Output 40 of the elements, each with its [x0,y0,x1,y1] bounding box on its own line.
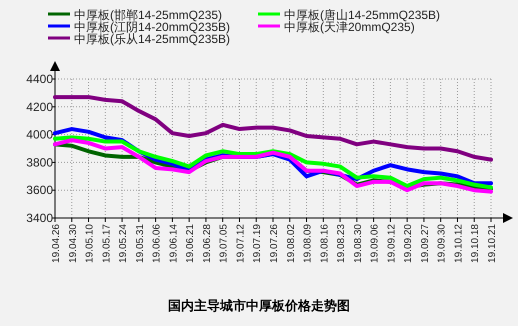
x-tick-label: 19.05.10 [84,224,96,263]
x-tick-label: 19.07.26 [269,224,280,263]
x-tick-label: 19.07.19 [252,224,264,263]
x-tick-label: 19.05.24 [118,224,130,263]
x-tick-label: 19.06.28 [202,224,213,263]
x-tick-label: 19.09.30 [436,224,448,263]
x-tick-label: 19.08.30 [352,224,364,263]
legend-label: 中厚板(天津20mmQ235) [284,20,415,34]
y-tick-label: 4000 [26,128,54,142]
legend-label: 中厚板(唐山14-25mmQ235B) [284,8,440,22]
x-tick-label: 19.09.20 [403,224,414,263]
x-tick-label: 19.06.14 [168,224,180,263]
x-tick-label: 19.05.17 [101,224,112,263]
y-tick-label: 4200 [26,100,54,114]
x-tick-label: 19.06.06 [152,224,163,263]
x-tick-label: 19.07.12 [235,224,246,263]
x-tick-label: 19.10.12 [453,224,464,263]
legend-label: 中厚板(邯郸14-25mmQ235) [74,8,222,22]
x-tick-label: 19.04.30 [68,224,79,263]
x-tick-label: 19.10.18 [470,224,482,263]
y-tick-label: 3400 [26,211,54,225]
x-tick-label: 19.08.16 [319,224,330,263]
legend-label: 中厚板(江阴14-20mmQ235B) [74,20,230,34]
y-tick-label: 3600 [26,183,54,198]
x-tick-label: 19.08.23 [336,224,348,263]
x-tick-label: 19.09.12 [386,224,398,263]
x-tick-label: 19.06.21 [185,224,196,263]
x-tick-label: 19.10.21 [487,224,498,263]
x-tick-label: 19.08.02 [286,224,297,263]
x-tick-label: 19.05.31 [134,224,146,263]
x-tick-label: 19.09.27 [420,224,431,263]
line-series [53,95,493,162]
x-tick-label: 19.09.06 [370,224,381,263]
x-tick-label: 19.07.05 [218,224,230,263]
y-tick-label: 3800 [26,155,54,170]
text: 国内主导城市中厚板价格走势图 [168,298,350,313]
legend-label: 中厚板(乐从14-25mmQ235B) [74,32,230,46]
x-tick-label: 19.08.09 [302,224,314,263]
y-tick-label: 4400 [26,72,54,86]
x-tick-label: 19.04.26 [51,224,62,263]
